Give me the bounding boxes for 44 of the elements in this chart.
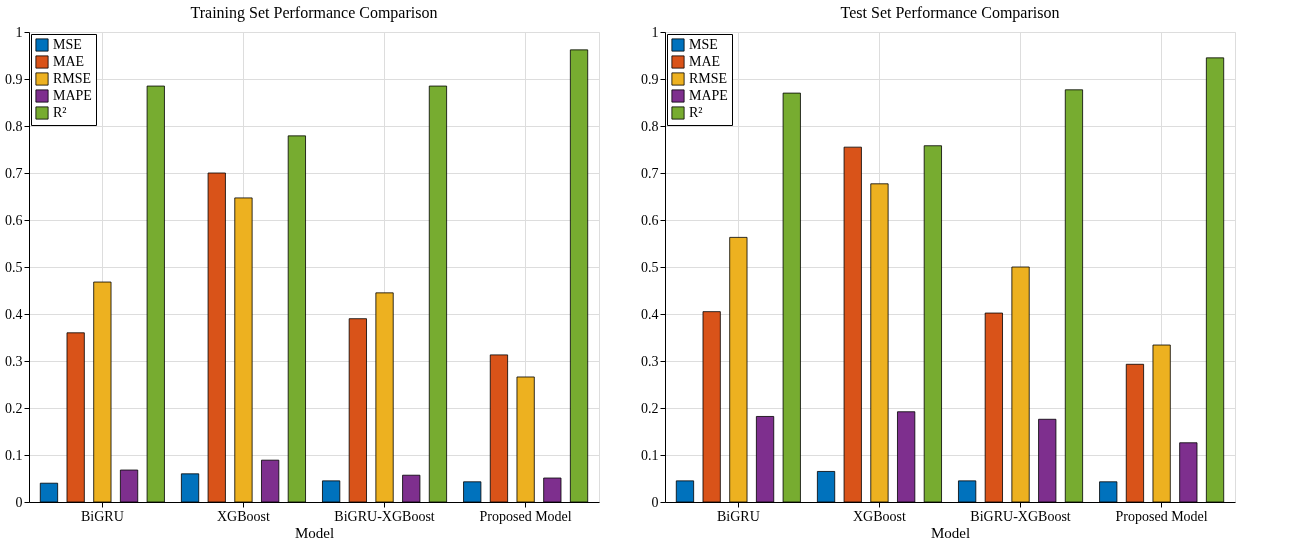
y-tick-label: 0.6 [641, 212, 659, 228]
y-tick-label: 0.6 [5, 212, 23, 228]
y-tick-label: 0.8 [641, 118, 659, 134]
legend-label: MAE [689, 54, 721, 69]
legend-label: MAPE [689, 88, 728, 103]
legend-label: MSE [689, 37, 718, 52]
x-tick-label: BiGRU [716, 508, 760, 524]
y-tick-label: 0.1 [641, 447, 659, 463]
chart-title: Training Set Performance Comparison [190, 4, 438, 22]
y-tick-label: 0.7 [641, 165, 659, 181]
x-tick-label: BiGRU-XGBoost [334, 508, 435, 524]
y-tick-label: 0.8 [5, 118, 23, 134]
y-tick-label: 0.2 [5, 400, 23, 416]
x-tick-label: Proposed Model [479, 508, 572, 524]
x-tick-label: XGBoost [217, 508, 271, 524]
x-axis-title: Model [930, 524, 971, 541]
y-tick-label: 0.9 [641, 71, 659, 87]
x-tick-label: BiGRU [80, 508, 124, 524]
legend-label: R² [689, 105, 703, 120]
x-tick-label: XGBoost [853, 508, 907, 524]
legend-label: R² [53, 105, 67, 120]
y-tick-label: 0.2 [641, 400, 659, 416]
x-axis-title: Model [294, 524, 335, 541]
legend-label: RMSE [689, 71, 728, 86]
y-tick-label: 0.5 [5, 259, 23, 275]
y-tick-label: 0.3 [641, 353, 659, 369]
y-tick-label: 1 [15, 24, 23, 40]
y-tick-label: 1 [651, 24, 659, 40]
x-tick-label: BiGRU-XGBoost [970, 508, 1071, 524]
y-tick-label: 0 [15, 494, 23, 510]
legend-label: RMSE [53, 71, 92, 86]
y-tick-label: 0.5 [641, 259, 659, 275]
y-tick-label: 0.1 [5, 447, 23, 463]
y-tick-label: 0 [651, 494, 659, 510]
y-tick-label: 0.4 [641, 306, 659, 322]
y-tick-label: 0.4 [5, 306, 23, 322]
y-tick-label: 0.3 [5, 353, 23, 369]
y-tick-label: 0.9 [5, 71, 23, 87]
chart-title: Test Set Performance Comparison [840, 4, 1060, 22]
y-tick-label: 0.7 [5, 165, 23, 181]
legend-label: MAPE [53, 88, 92, 103]
legend-label: MSE [53, 37, 82, 52]
x-tick-label: Proposed Model [1115, 508, 1208, 524]
legend-label: MAE [53, 54, 85, 69]
